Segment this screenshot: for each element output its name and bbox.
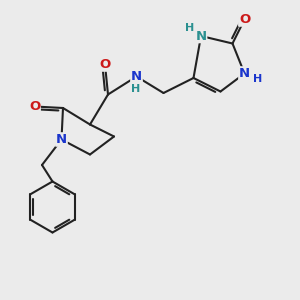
- Text: H: H: [253, 74, 262, 84]
- Text: O: O: [29, 100, 40, 113]
- Text: H: H: [185, 22, 194, 33]
- Text: N: N: [239, 67, 250, 80]
- Text: O: O: [239, 13, 250, 26]
- Text: N: N: [131, 70, 142, 83]
- Text: O: O: [99, 58, 111, 71]
- Text: H: H: [131, 84, 140, 94]
- Text: N: N: [56, 133, 67, 146]
- Text: N: N: [195, 29, 207, 43]
